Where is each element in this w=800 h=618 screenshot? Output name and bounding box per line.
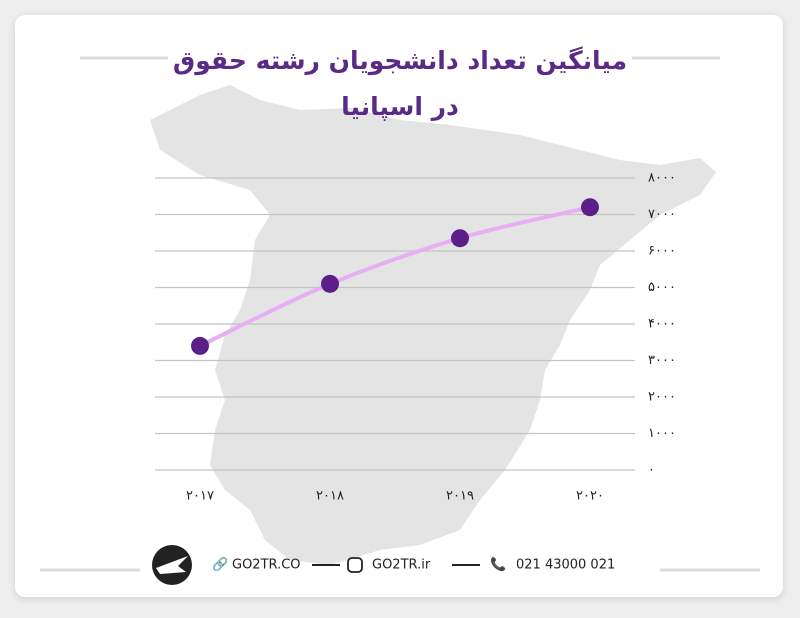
y-tick-label: ۰: [648, 463, 655, 478]
instagram-icon: [347, 557, 363, 573]
y-tick-label: ۷۰۰۰: [648, 207, 676, 222]
map-background: [150, 85, 716, 565]
data-point: [451, 229, 469, 248]
logo-plane: [156, 556, 188, 574]
y-tick-label: ۸۰۰۰: [648, 171, 676, 186]
phone-icon: 📞: [490, 556, 507, 573]
link-icon: 🔗: [212, 556, 228, 573]
data-point: [321, 274, 339, 293]
data-line: [199, 205, 591, 348]
instagram-handle: GO2TR.ir: [372, 558, 431, 573]
x-tick-label: ۲۰۱۷: [186, 489, 214, 504]
data-point: [581, 198, 599, 217]
y-tick-label: ۳۰۰۰: [648, 353, 676, 368]
x-tick-label: ۲۰۱۸: [316, 489, 344, 504]
y-tick-label: ۵۰۰۰: [648, 280, 676, 295]
y-tick-label: ۲۰۰۰: [648, 390, 676, 405]
website-link: GO2TR.CO: [232, 558, 301, 573]
x-tick-label: ۲۰۲۰: [576, 489, 604, 504]
phone-number: 021 43000 021: [516, 558, 615, 573]
y-tick-label: ۱۰۰۰: [648, 426, 676, 441]
chart-title: میانگین تعداد دانشجویان رشته حقوق در اسپ…: [172, 46, 628, 121]
data-point: [191, 336, 209, 355]
x-tick-label: ۲۰۱۹: [446, 489, 474, 504]
y-tick-label: ۴۰۰۰: [648, 317, 676, 332]
y-tick-label: ۶۰۰۰: [648, 244, 676, 259]
